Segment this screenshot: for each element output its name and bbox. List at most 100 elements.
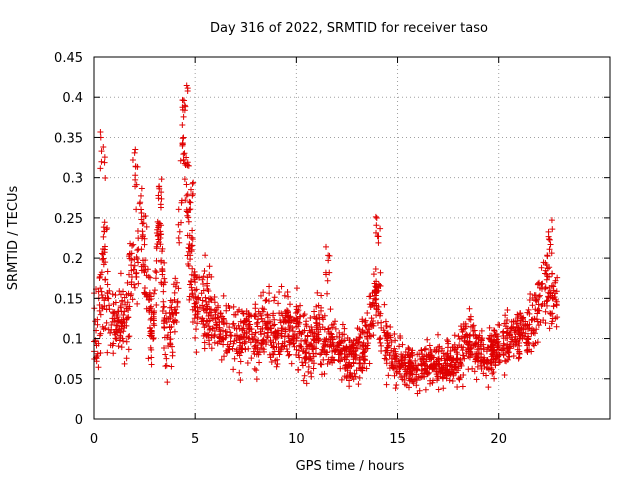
- data-point: [160, 298, 167, 305]
- data-point: [403, 371, 410, 378]
- data-point: [176, 228, 183, 235]
- data-point: [447, 361, 454, 368]
- data-point: [313, 333, 320, 340]
- data-point: [337, 339, 344, 346]
- data-point: [204, 286, 211, 293]
- data-point: [260, 289, 267, 296]
- data-point: [127, 292, 134, 299]
- data-point: [100, 261, 107, 268]
- data-point: [327, 330, 334, 337]
- data-point: [189, 227, 196, 234]
- data-point: [494, 333, 501, 340]
- data-point: [478, 345, 485, 352]
- data-point: [401, 354, 408, 361]
- data-point: [205, 323, 212, 330]
- data-point: [143, 223, 150, 230]
- data-point: [121, 324, 128, 331]
- data-point: [510, 353, 517, 360]
- data-point: [251, 313, 258, 320]
- peak-point: [132, 163, 139, 170]
- peak-point: [375, 239, 382, 246]
- data-point: [251, 365, 258, 372]
- data-point: [516, 326, 523, 333]
- data-point: [270, 351, 277, 358]
- data-point: [356, 334, 363, 341]
- data-point: [427, 346, 434, 353]
- data-point: [128, 267, 135, 274]
- data-point: [530, 329, 537, 336]
- data-point: [172, 317, 179, 324]
- data-point: [109, 318, 116, 325]
- data-point: [113, 322, 120, 329]
- data-point: [372, 292, 379, 299]
- data-point: [329, 339, 336, 346]
- data-point: [516, 351, 523, 358]
- data-point: [355, 381, 362, 388]
- data-point: [537, 319, 544, 326]
- data-point: [392, 362, 399, 369]
- data-point: [444, 337, 451, 344]
- data-point: [370, 271, 377, 278]
- data-point: [271, 294, 278, 301]
- data-point: [103, 319, 110, 326]
- data-point: [549, 310, 556, 317]
- data-point: [341, 337, 348, 344]
- data-point: [271, 316, 278, 323]
- peak-point: [188, 186, 194, 193]
- data-point: [264, 332, 271, 339]
- data-point: [377, 339, 384, 346]
- data-point: [158, 258, 165, 265]
- data-point: [352, 373, 359, 380]
- data-point: [376, 336, 383, 343]
- data-point: [166, 324, 173, 331]
- data-point: [271, 330, 278, 337]
- data-point: [485, 384, 492, 391]
- peak-point: [547, 241, 554, 248]
- data-point: [115, 343, 122, 350]
- data-point: [139, 235, 146, 242]
- data-point: [291, 343, 298, 350]
- peak-point: [546, 246, 553, 253]
- data-point: [426, 356, 433, 363]
- data-point: [201, 345, 208, 352]
- data-point: [397, 335, 404, 342]
- peak-point: [131, 149, 138, 156]
- data-point: [230, 303, 237, 310]
- data-point: [203, 282, 210, 289]
- data-point: [101, 297, 108, 304]
- data-point: [208, 345, 215, 352]
- data-point: [189, 291, 196, 298]
- data-point: [307, 315, 314, 322]
- data-point: [342, 365, 349, 372]
- data-point: [193, 326, 200, 333]
- data-point: [141, 285, 148, 292]
- data-point: [361, 360, 368, 367]
- data-point: [325, 325, 332, 332]
- data-point: [124, 299, 131, 306]
- data-point: [332, 347, 339, 354]
- data-point: [112, 292, 119, 299]
- data-point: [211, 339, 218, 346]
- data-point: [237, 377, 244, 384]
- data-point: [130, 241, 137, 248]
- data-point: [391, 372, 398, 379]
- data-point: [435, 375, 442, 382]
- data-point: [397, 364, 404, 371]
- data-point: [370, 317, 377, 324]
- data-point: [192, 334, 199, 341]
- data-point: [229, 321, 236, 328]
- data-point: [148, 361, 155, 368]
- peak-point: [158, 195, 165, 202]
- data-point: [389, 359, 396, 366]
- data-point: [327, 306, 334, 313]
- data-point: [310, 365, 317, 372]
- data-point: [94, 353, 101, 360]
- data-point: [266, 318, 273, 325]
- data-point: [101, 219, 108, 226]
- data-point: [522, 322, 529, 329]
- data-point: [491, 327, 498, 334]
- data-point: [153, 245, 160, 252]
- data-point: [154, 226, 161, 233]
- data-point: [93, 342, 100, 349]
- data-point: [291, 335, 298, 342]
